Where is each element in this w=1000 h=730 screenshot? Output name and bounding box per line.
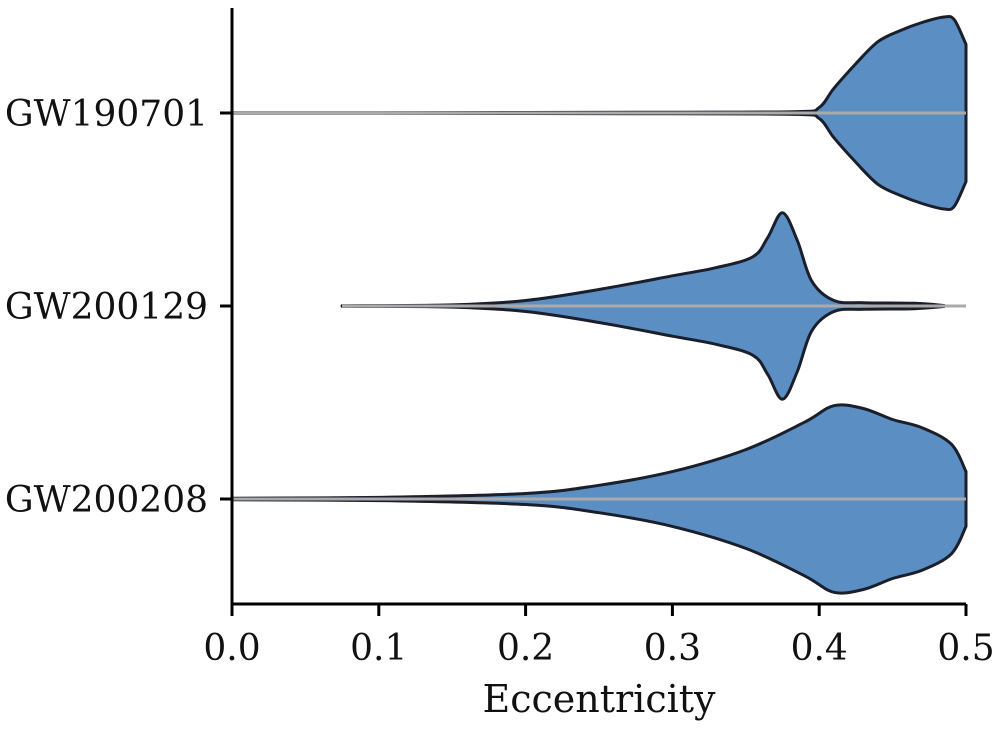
x-tick-label: 0.2 <box>497 628 554 669</box>
x-tick-label: 0.1 <box>350 628 407 669</box>
x-axis-label: Eccentricity <box>482 677 716 721</box>
x-ticks: 0.0 0.1 0.2 0.3 0.4 0.5 <box>203 604 994 669</box>
category-label-gw190701: GW190701 <box>5 94 208 135</box>
category-label-gw200208: GW200208 <box>5 480 208 521</box>
x-tick-label: 0.3 <box>644 628 701 669</box>
y-ticks: GW190701 GW200129 GW200208 <box>5 94 232 521</box>
x-tick-label: 0.4 <box>791 628 848 669</box>
category-label-gw200129: GW200129 <box>5 287 208 328</box>
x-tick-label: 0.5 <box>937 628 994 669</box>
violin-group <box>232 16 966 593</box>
x-tick-label: 0.0 <box>203 628 260 669</box>
